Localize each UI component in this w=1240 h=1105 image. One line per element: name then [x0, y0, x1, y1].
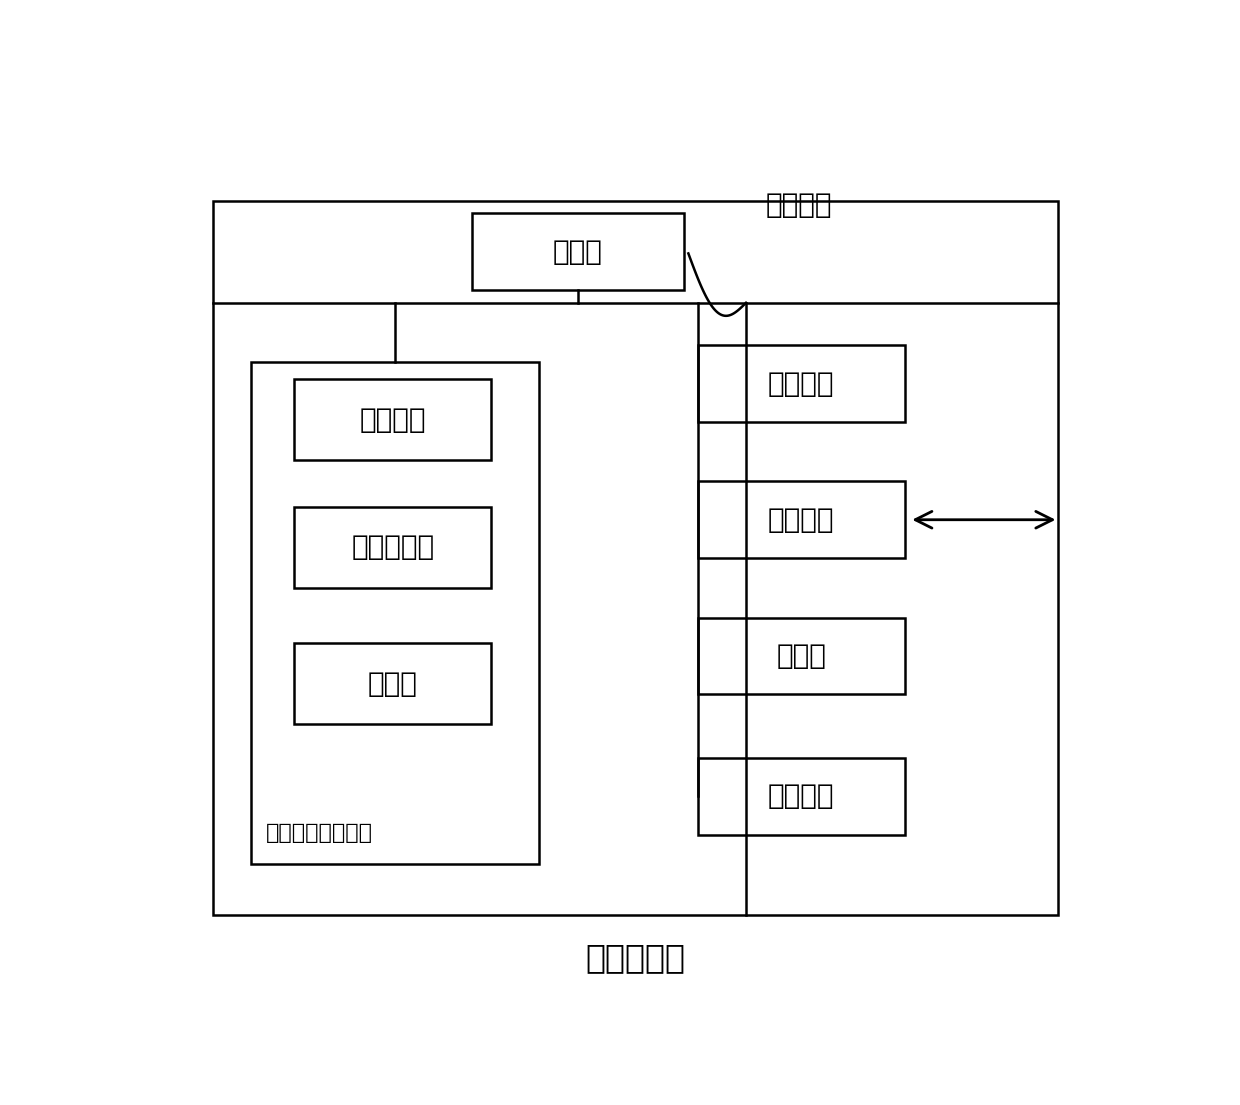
Bar — [250, 362, 539, 864]
Bar — [294, 379, 491, 460]
Text: 输入装置: 输入装置 — [768, 782, 835, 810]
Bar — [294, 643, 491, 724]
Bar — [294, 507, 491, 588]
Text: 系统总线: 系统总线 — [765, 191, 832, 219]
Text: 计算机程序: 计算机程序 — [351, 534, 434, 561]
Bar — [472, 213, 683, 290]
Bar — [698, 482, 904, 558]
Text: 内存储器: 内存储器 — [768, 369, 835, 398]
Bar — [698, 618, 904, 694]
Text: 计算机设备: 计算机设备 — [585, 941, 686, 975]
Text: 显示屏: 显示屏 — [776, 642, 826, 670]
Text: 处理器: 处理器 — [553, 238, 603, 265]
Text: 数据库: 数据库 — [368, 670, 418, 697]
Bar — [213, 201, 1058, 915]
Text: 网络接口: 网络接口 — [768, 506, 835, 534]
Bar — [698, 758, 904, 834]
Bar — [698, 345, 904, 422]
Text: 非易失性存储介质: 非易失性存储介质 — [265, 823, 372, 843]
Text: 操作系统: 操作系统 — [360, 406, 427, 434]
